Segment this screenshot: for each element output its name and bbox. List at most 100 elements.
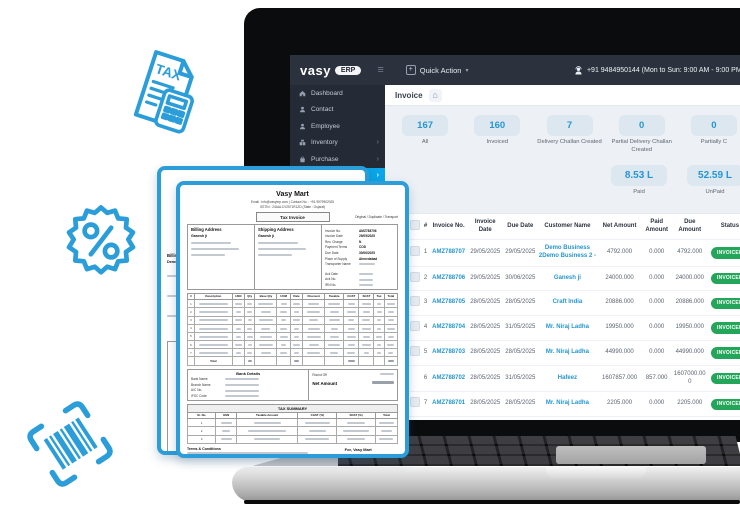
home-icon[interactable]: ⌂	[428, 88, 442, 102]
due-amount: 44990.000	[671, 339, 708, 366]
net-amount: 1607857.000	[597, 364, 642, 392]
net-amount: 2205.000	[597, 391, 642, 417]
customer-link[interactable]: Ganesh ji	[553, 274, 581, 281]
invoice-number-link[interactable]: AMZ788707	[432, 248, 466, 255]
invoice-date: 29/05/2025	[467, 265, 504, 291]
page-title: Invoice	[395, 90, 423, 100]
doc-taxsummary-table: Sr. No. HSN Taxable Amount CGST (%) SGST (%)…	[186, 411, 399, 444]
sidebar-item-inventory[interactable]: Inventory ›	[290, 135, 385, 152]
stat-filter[interactable]: 160 Invoiced	[461, 115, 533, 154]
status-badge: INVOICED	[711, 247, 740, 259]
stat-value: 0	[690, 115, 737, 136]
row-checkbox[interactable]	[409, 345, 420, 356]
customer-link[interactable]: Craft India	[552, 299, 583, 306]
quick-action-label: Quick Action	[419, 65, 462, 75]
row-number: 6	[421, 364, 431, 392]
customer-link[interactable]: Mr. Niraj Ladha	[545, 324, 589, 331]
stat-filter[interactable]: 7 Delivery Challan Created	[533, 115, 605, 154]
amount-value: 52.59 L	[687, 165, 740, 186]
due-date: 30/06/2025	[503, 265, 538, 291]
chevron-down-icon: ▾	[465, 67, 469, 74]
invoice-document-front: Vasy Mart Email : info@vasyerp.com | Con…	[176, 181, 409, 458]
row-checkbox[interactable]	[409, 271, 420, 282]
row-checkbox[interactable]	[409, 397, 420, 408]
paid-amount: 0.000	[641, 265, 672, 291]
invoice-row: + 4 AMZ788704 28/05/2025 31/05/2025 Mr. …	[394, 315, 740, 341]
column-header: #	[423, 222, 428, 229]
stat-label: Partially C	[700, 139, 728, 145]
invoice-row: + 3 AMZ788705 28/05/2025 28/05/2025 Craf…	[394, 290, 740, 316]
doc-address-section: Billing Address Ganesh ji Shipping Addre…	[187, 224, 398, 290]
paid-amount: 857.000	[641, 364, 672, 392]
select-all-header	[408, 214, 421, 240]
sidebar-item-icon	[299, 123, 306, 130]
due-date: 28/05/2025	[503, 339, 538, 366]
due-amount: 20886.000	[671, 290, 708, 316]
stat-value: 0	[618, 115, 665, 136]
amount-label: Paid	[633, 189, 645, 195]
customer-link[interactable]: Mr. Niraj Ladha	[545, 400, 589, 407]
menu-hamburger-icon[interactable]: ≡	[377, 64, 384, 76]
invoice-number-link[interactable]: AMZ788706	[432, 274, 466, 281]
breadcrumb: Invoice ⌂	[385, 85, 740, 106]
paid-amount: 0.000	[641, 239, 672, 267]
stat-filter[interactable]: 167 All	[389, 115, 461, 154]
amounts-row: 8.53 L Paid 52.59 L UnPaid	[611, 165, 740, 197]
doc-bank-section: Bank Details Bank Name Branch Name A/C No.…	[187, 368, 398, 401]
invoice-number-link[interactable]: AMZ788702	[432, 374, 466, 381]
due-date: 28/05/2025	[503, 416, 538, 420]
customer-link[interactable]: Mr. Niraj Ladha	[545, 348, 589, 355]
net-amount: 19950.000	[597, 315, 642, 341]
row-number: 1	[421, 239, 431, 267]
sidebar-item-employee[interactable]: Employee	[290, 118, 385, 135]
stat-label: Invoiced	[486, 139, 509, 145]
row-checkbox[interactable]	[409, 245, 420, 256]
doc-shipping-customer: Ganesh ji	[258, 234, 275, 238]
stat-filter[interactable]: 0 Partially C	[678, 115, 740, 154]
sidebar-item-label: Inventory	[311, 139, 338, 147]
due-amount: 2205.000	[671, 391, 708, 417]
column-header: Invoice Date	[474, 219, 496, 233]
status-badge: INVOICED	[711, 347, 740, 359]
invoice-number-link[interactable]: AMZ788705	[432, 299, 466, 306]
quick-action-button[interactable]: + Quick Action ▾	[405, 65, 469, 75]
paid-amount: 0.000	[641, 315, 672, 341]
stat-filter[interactable]: 0 Partial Delivery Challan Created	[606, 115, 678, 154]
doc-roundoff-label: Round Off	[312, 373, 327, 378]
doc-signature-company: For, Vasy Mart	[344, 446, 372, 452]
due-date: 29/05/2025	[503, 239, 538, 267]
sidebar-item-contact[interactable]: Contact	[290, 102, 385, 119]
amount-summary: 52.59 L UnPaid	[687, 165, 740, 197]
doc-copy-label: Original / Duplicate / Transport	[354, 215, 398, 219]
invoice-table: # Invoice No. Invoice Date Due Date Customer…	[394, 214, 740, 420]
invoice-date: 28/05/2025	[467, 290, 504, 316]
tax-icon-label: TAX	[154, 61, 184, 83]
due-date: 28/05/2025	[503, 290, 538, 316]
invoice-number-link[interactable]: AMZ788703	[432, 348, 466, 355]
invoice-number-link[interactable]: AMZ788701	[432, 400, 466, 407]
paid-amount: 0.000	[641, 416, 672, 420]
sidebar-item-icon	[299, 90, 306, 97]
due-date: 31/05/2025	[503, 364, 538, 392]
row-number: 3	[421, 290, 431, 316]
sidebar-item-purchase[interactable]: Purchase ›	[290, 151, 385, 168]
due-amount: 19950.000	[671, 315, 708, 341]
sidebar-item-label: Contact	[311, 106, 334, 114]
invoice-row: + 5 AMZ788703 28/05/2025 28/05/2025 Mr. …	[394, 339, 740, 366]
customer-link[interactable]: Demo Business 2Demo Business 2 -	[538, 245, 596, 259]
table-header-row: # Invoice No. Invoice Date Due Date Customer…	[394, 214, 740, 240]
customer-link[interactable]: Hafeez	[557, 374, 578, 381]
invoice-number-link[interactable]: AMZ788704	[432, 324, 466, 331]
select-all-checkbox[interactable]	[409, 219, 420, 230]
net-amount: 12000.000	[597, 416, 642, 420]
sidebar-item-dashboard[interactable]: Dashboard	[290, 85, 385, 102]
due-amount: 4792.000	[671, 239, 708, 267]
invoice-date: 28/05/2025	[467, 364, 504, 392]
doc-shipping-label: Shipping Address	[258, 227, 294, 232]
row-checkbox[interactable]	[409, 321, 420, 332]
stat-value: 7	[546, 115, 593, 136]
doc-items-table: # Description HSN Qty Base Qty UOM Rate Discoun…	[187, 292, 399, 366]
due-date: 31/05/2025	[503, 315, 538, 341]
row-checkbox[interactable]	[409, 296, 420, 307]
